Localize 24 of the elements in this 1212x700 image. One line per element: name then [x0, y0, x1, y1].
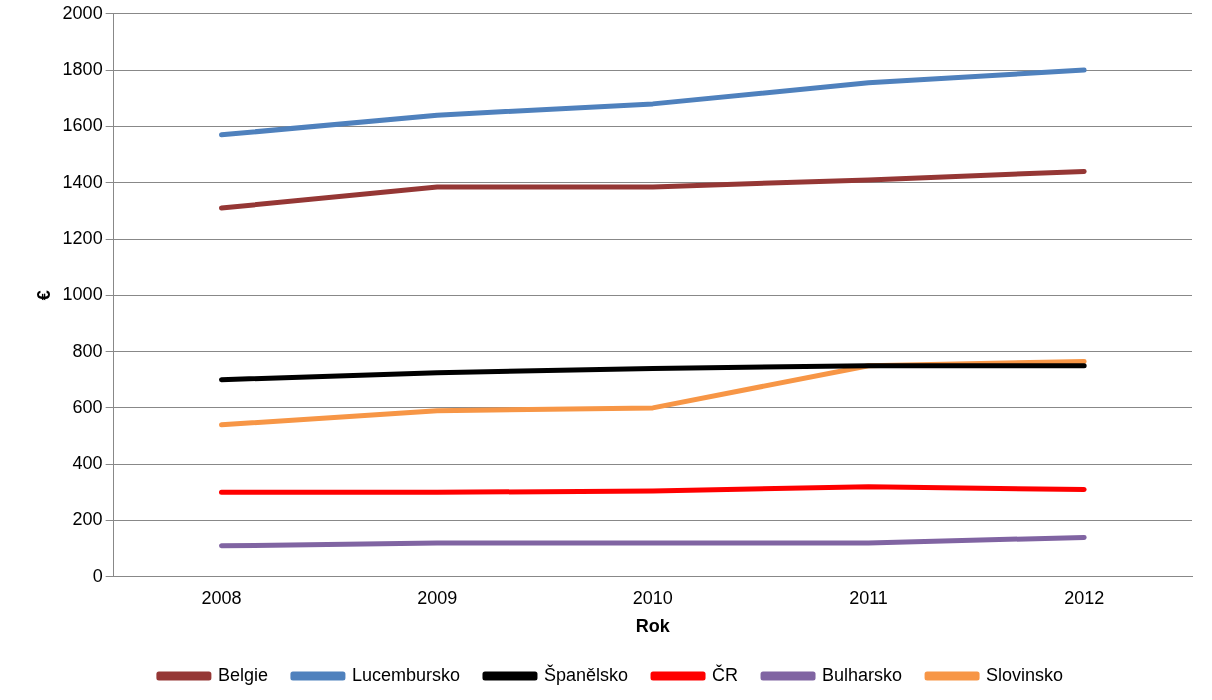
- y-axis-title: €: [33, 290, 54, 301]
- y-tick-label: 1000: [62, 284, 103, 305]
- y-tick-label: 600: [72, 396, 103, 417]
- y-tick-label: 800: [72, 340, 103, 361]
- y-tick-label: 1400: [62, 171, 103, 192]
- x-tick-label: 2009: [417, 587, 458, 608]
- y-tick-label: 400: [72, 453, 103, 474]
- legend-label: ČR: [712, 663, 739, 685]
- y-tick-label: 2000: [62, 2, 103, 23]
- x-tick-label: 2011: [849, 587, 888, 608]
- legend-label: Lucembursko: [351, 664, 460, 685]
- y-tick-label: 1600: [62, 115, 103, 136]
- x-tick-label: 2008: [201, 587, 242, 608]
- x-axis-title: Rok: [635, 616, 671, 637]
- legend-label: Španělsko: [543, 663, 629, 685]
- y-tick-label: 200: [72, 509, 103, 530]
- legend-label: Belgie: [217, 664, 268, 685]
- legend-label: Bulharsko: [822, 664, 903, 685]
- x-tick-label: 2012: [1064, 587, 1105, 608]
- y-tick-label: 0: [92, 565, 103, 586]
- y-tick-label: 1200: [62, 227, 103, 248]
- y-tick-label: 1800: [62, 59, 103, 80]
- x-tick-label: 2010: [632, 587, 673, 608]
- legend-label: Slovinsko: [986, 664, 1064, 685]
